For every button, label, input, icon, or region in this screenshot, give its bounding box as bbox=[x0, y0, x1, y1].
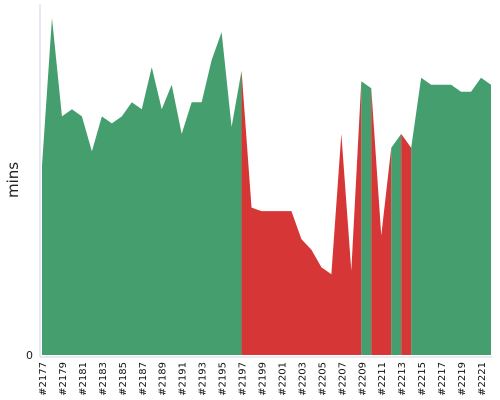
x-tick-label-2205: #2205 bbox=[317, 362, 328, 396]
y-tick-label: 0 bbox=[26, 349, 33, 362]
x-tick-label-2215: #2215 bbox=[417, 362, 428, 396]
failure-area-segment-1 bbox=[241, 70, 362, 355]
x-tick-label-2185: #2185 bbox=[118, 362, 129, 396]
x-tick-label-2199: #2199 bbox=[258, 362, 269, 396]
y-ticks: 0 bbox=[26, 349, 33, 362]
x-tick-label-2213: #2213 bbox=[397, 362, 408, 396]
x-tick-label-2197: #2197 bbox=[238, 362, 249, 396]
success-area-segment-4 bbox=[391, 133, 402, 355]
x-tick-label-2177: #2177 bbox=[38, 362, 49, 396]
x-tick-label-2209: #2209 bbox=[357, 362, 368, 396]
x-ticks: #2177 #2179 #2181 #2183 #2185 #2187 #2189 #2191… bbox=[38, 362, 488, 396]
failure-area-segment-5 bbox=[401, 133, 412, 355]
x-tick-label-2207: #2207 bbox=[337, 362, 348, 396]
x-tick-label-2195: #2195 bbox=[218, 362, 229, 396]
x-tick-label-2191: #2191 bbox=[178, 362, 189, 396]
x-tick-label-2219: #2219 bbox=[457, 362, 468, 396]
y-axis-label: mins bbox=[4, 162, 22, 198]
x-tick-label-2179: #2179 bbox=[58, 362, 69, 396]
x-tick-label-2217: #2217 bbox=[437, 362, 448, 396]
x-tick-label-2183: #2183 bbox=[98, 362, 109, 396]
x-tick-label-2203: #2203 bbox=[297, 362, 308, 396]
failure-area-segment-3 bbox=[371, 88, 392, 356]
x-tick-label-2221: #2221 bbox=[477, 362, 488, 396]
success-area-segment-2 bbox=[361, 81, 372, 355]
success-area-segment-6 bbox=[411, 77, 491, 356]
x-tick-label-2181: #2181 bbox=[78, 362, 89, 396]
x-tick-label-2187: #2187 bbox=[138, 362, 149, 396]
x-tick-label-2201: #2201 bbox=[277, 362, 288, 396]
success-area-segment-0 bbox=[42, 18, 242, 355]
chart-areas bbox=[42, 18, 491, 356]
x-tick-label-2211: #2211 bbox=[377, 362, 388, 396]
x-tick-label-2189: #2189 bbox=[158, 362, 169, 396]
x-tick-label-2193: #2193 bbox=[198, 362, 209, 396]
